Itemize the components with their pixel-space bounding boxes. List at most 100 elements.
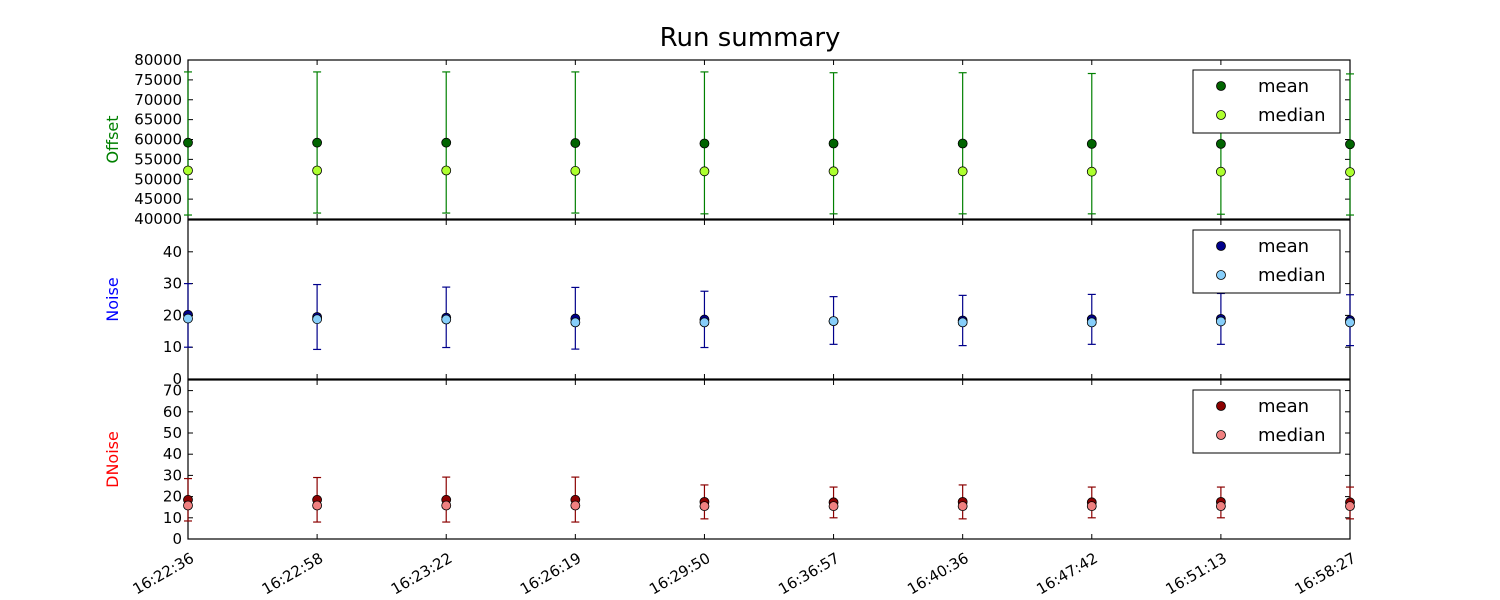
x-tick-label: 16:29:50 bbox=[646, 549, 713, 598]
median-point bbox=[957, 166, 968, 177]
y-tick-label: 50000 bbox=[134, 170, 182, 188]
figure-title: Run summary bbox=[660, 23, 841, 53]
y-tick-label: 40 bbox=[163, 445, 182, 463]
median-point bbox=[441, 165, 452, 176]
mean-point bbox=[1345, 139, 1355, 150]
mean-point bbox=[312, 137, 323, 148]
y-tick-label: 70000 bbox=[134, 91, 182, 109]
median-point bbox=[957, 501, 968, 512]
median-point bbox=[441, 500, 452, 511]
y-tick-label: 75000 bbox=[134, 71, 182, 89]
mean-point bbox=[1215, 138, 1226, 149]
legend-box bbox=[1192, 229, 1341, 294]
median-point bbox=[828, 501, 839, 512]
median-point bbox=[312, 314, 323, 325]
mean-point bbox=[828, 138, 839, 149]
legend-marker bbox=[1216, 270, 1226, 280]
y-tick-label: 30 bbox=[163, 466, 182, 484]
median-point bbox=[699, 501, 710, 512]
data-area bbox=[183, 71, 1355, 216]
median-point bbox=[1215, 166, 1226, 177]
y-axis-label: Offset bbox=[103, 115, 122, 163]
median-point bbox=[183, 165, 193, 176]
legend: mean median bbox=[1192, 229, 1341, 294]
median-point bbox=[1086, 317, 1097, 328]
legend-marker bbox=[1216, 241, 1226, 251]
y-tick-label: 60000 bbox=[134, 131, 182, 149]
y-tick-label: 30 bbox=[163, 275, 182, 293]
mean-point bbox=[1086, 138, 1097, 149]
panel-dnoise: 0 10 20 30 40 50 60 70 DNoise mean median bbox=[103, 379, 1355, 548]
y-tick-label: 50 bbox=[163, 424, 182, 442]
legend-box bbox=[1192, 389, 1341, 454]
median-point bbox=[183, 500, 193, 511]
data-area bbox=[183, 476, 1355, 523]
axes-frame bbox=[187, 379, 1351, 540]
legend-label: median bbox=[1258, 425, 1325, 446]
median-point bbox=[828, 316, 839, 327]
y-tick-label: 80000 bbox=[134, 51, 182, 69]
y-tick-label: 55000 bbox=[134, 150, 182, 168]
mean-point bbox=[570, 138, 581, 148]
data-area bbox=[183, 283, 1355, 351]
y-tick-label: 45000 bbox=[134, 190, 182, 208]
y-tick-label: 20 bbox=[163, 306, 182, 324]
y-tick-label: 0 bbox=[172, 530, 182, 548]
median-point bbox=[1345, 167, 1355, 177]
y-tick-label: 10 bbox=[163, 509, 182, 527]
x-tick-label: 16:22:36 bbox=[130, 549, 197, 598]
y-axis-label: Noise bbox=[103, 277, 122, 321]
median-point bbox=[1345, 317, 1355, 328]
y-tick-label: 60 bbox=[163, 403, 182, 421]
legend: mean median bbox=[1192, 69, 1341, 134]
median-point bbox=[828, 166, 839, 177]
axes-frame bbox=[187, 59, 1351, 220]
x-tick-label: 16:47:42 bbox=[1033, 549, 1100, 598]
legend-marker bbox=[1216, 81, 1226, 91]
median-point bbox=[1086, 501, 1097, 512]
median-point bbox=[570, 317, 581, 328]
y-tick-label: 65000 bbox=[134, 111, 182, 129]
legend-label: mean bbox=[1258, 236, 1309, 257]
median-point bbox=[1215, 316, 1226, 327]
axes-frame bbox=[187, 219, 1351, 380]
y-axis-label: DNoise bbox=[103, 431, 122, 488]
y-tick-label: 40 bbox=[163, 243, 182, 261]
median-point bbox=[699, 317, 710, 328]
x-tick-label: 16:51:13 bbox=[1163, 549, 1230, 598]
legend-marker bbox=[1216, 110, 1226, 120]
mean-point bbox=[441, 137, 452, 148]
median-point bbox=[183, 313, 193, 324]
median-point bbox=[570, 500, 581, 511]
mean-point bbox=[183, 137, 193, 148]
legend-label: mean bbox=[1258, 76, 1309, 97]
mean-point bbox=[699, 138, 710, 149]
panel-noise: 0 10 20 30 40 Noise mean median bbox=[103, 219, 1355, 388]
y-tick-label: 40000 bbox=[134, 210, 182, 228]
legend-marker bbox=[1216, 430, 1226, 440]
legend-label: mean bbox=[1258, 396, 1309, 417]
y-tick-label: 10 bbox=[163, 338, 182, 356]
y-tick-label: 70 bbox=[163, 382, 182, 400]
mean-point bbox=[957, 138, 968, 149]
median-point bbox=[570, 166, 581, 176]
x-tick-label: 16:22:58 bbox=[259, 549, 326, 598]
median-point bbox=[957, 317, 968, 328]
median-point bbox=[1345, 501, 1355, 512]
x-axis: 16:22:36 16:22:58 16:23:22 16:26:19 16:29:50… bbox=[130, 549, 1359, 598]
legend-label: median bbox=[1258, 105, 1325, 126]
legend-marker bbox=[1216, 401, 1226, 411]
y-tick-label: 0 bbox=[172, 370, 182, 388]
legend: mean median bbox=[1192, 389, 1341, 454]
median-point bbox=[699, 166, 710, 177]
median-point bbox=[312, 500, 323, 511]
x-tick-label: 16:58:27 bbox=[1292, 549, 1359, 598]
legend-label: median bbox=[1258, 265, 1325, 286]
median-point bbox=[1215, 501, 1226, 512]
y-tick-label: 20 bbox=[163, 488, 182, 506]
median-point bbox=[441, 314, 452, 325]
median-point bbox=[312, 165, 323, 176]
